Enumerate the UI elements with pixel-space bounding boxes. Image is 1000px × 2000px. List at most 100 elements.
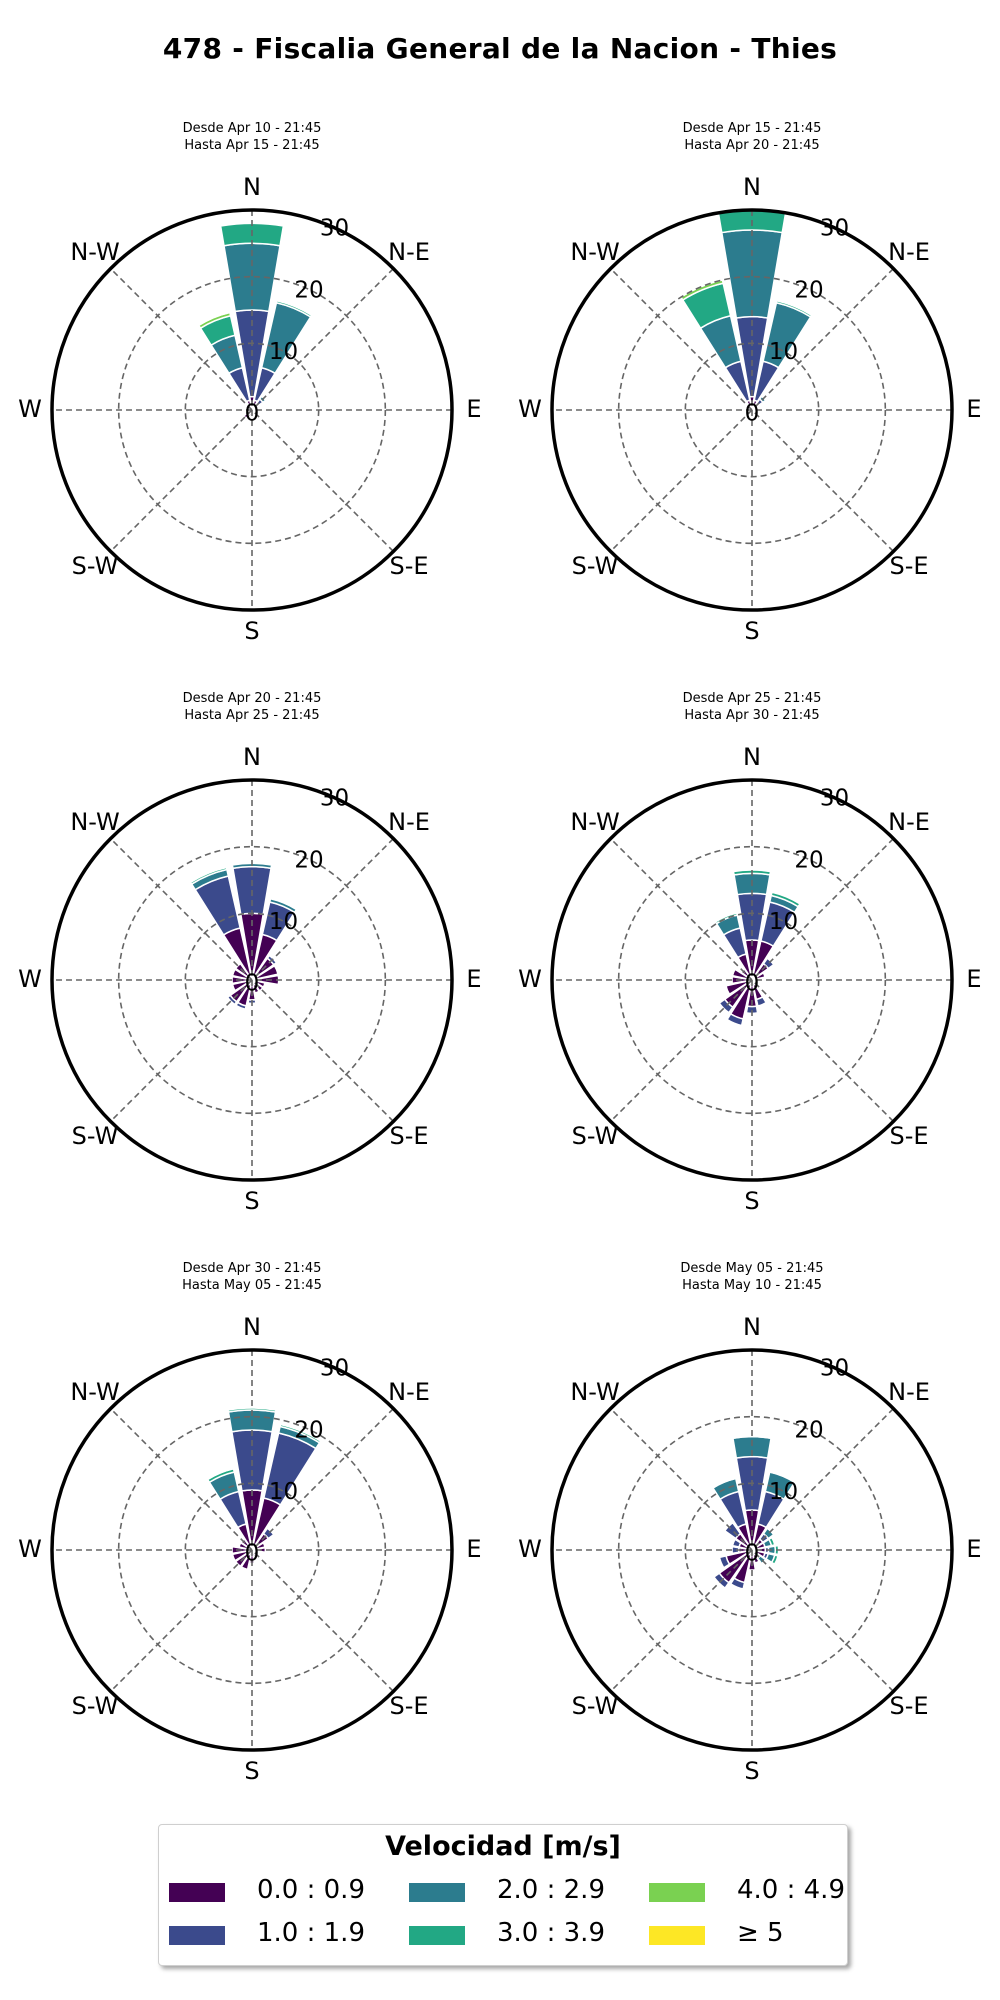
windrose-plot: 0 10 20 30 N N-E E S-E S S-W W N-W xyxy=(18,1313,481,1785)
direction-label: N-W xyxy=(570,808,619,836)
windrose-plot: 0 10 20 30 N N-E E S-E S S-W W N-W xyxy=(518,173,981,645)
direction-label: E xyxy=(466,965,481,993)
subtitle-line2: Hasta Apr 20 - 21:45 xyxy=(684,138,820,153)
wind-bar xyxy=(711,1476,737,1489)
direction-label: S-W xyxy=(72,1692,119,1720)
legend-label: 1.0 : 1.9 xyxy=(257,1918,365,1948)
radial-tick-label: 0 xyxy=(245,1541,260,1567)
windrose-plot: 0 10 20 30 N N-E E S-E S S-W W N-W xyxy=(18,743,481,1215)
outer-ring xyxy=(50,778,454,1182)
wind-bar xyxy=(731,1434,773,1440)
subtitle-line2: Hasta Apr 15 - 21:45 xyxy=(184,138,320,153)
direction-label: S-W xyxy=(72,552,119,580)
legend-swatch xyxy=(169,1926,225,1945)
direction-label: N-E xyxy=(888,808,930,836)
direction-label: N-E xyxy=(388,238,430,266)
radial-tick-label: 30 xyxy=(820,786,849,812)
page-title: 478 - Fiscalia General de la Nacion - Th… xyxy=(162,32,838,65)
legend-label: 3.0 : 3.9 xyxy=(497,1918,605,1948)
wind-bar xyxy=(189,866,228,886)
direction-label: S xyxy=(244,1187,259,1215)
radial-tick-label: 0 xyxy=(745,971,760,997)
wind-bar xyxy=(751,971,766,981)
wind-bar xyxy=(768,1469,797,1484)
radial-tick-label: 30 xyxy=(320,786,349,812)
grid-spoke xyxy=(110,268,394,552)
direction-label: N-E xyxy=(388,808,430,836)
subtitle-line1: Desde Apr 20 - 21:45 xyxy=(182,691,322,706)
legend-label: ≥ 5 xyxy=(737,1918,784,1948)
direction-label: W xyxy=(518,1535,542,1563)
bars xyxy=(197,222,313,420)
wind-bar xyxy=(262,1527,275,1540)
radial-tick-label: 20 xyxy=(794,1417,823,1443)
radial-tick-label: 20 xyxy=(294,277,323,303)
wind-bar xyxy=(762,957,775,970)
grid-spoke xyxy=(110,1408,394,1692)
wind-bar xyxy=(226,994,238,1006)
direction-label: E xyxy=(966,965,981,993)
direction-label: E xyxy=(466,395,481,423)
direction-label: W xyxy=(18,1535,42,1563)
bars xyxy=(714,869,801,1027)
direction-label: N xyxy=(743,743,761,771)
windrose-panel: Desde Apr 10 - 21:45 Hasta Apr 15 - 21:45… xyxy=(18,120,482,680)
grid xyxy=(52,780,452,1180)
legend-item: 2.0 : 2.9 xyxy=(409,1875,639,1907)
direction-label: W xyxy=(18,395,42,423)
subtitle-line1: Desde May 05 - 21:45 xyxy=(680,1261,824,1276)
wind-bar xyxy=(231,1549,253,1562)
legend-swatch xyxy=(409,1883,465,1902)
direction-label: S-W xyxy=(572,552,619,580)
direction-label: N-E xyxy=(888,238,930,266)
legend-label: 4.0 : 4.9 xyxy=(737,1875,845,1905)
grid-ring xyxy=(117,275,387,545)
radial-tick-label: 10 xyxy=(269,1479,298,1505)
legend-swatch xyxy=(649,1926,705,1945)
outer-ring xyxy=(550,1348,954,1752)
grid xyxy=(52,1350,452,1750)
direction-label: W xyxy=(518,395,542,423)
radial-tick-label: 30 xyxy=(320,1356,349,1382)
windrose-plot: 0 10 20 30 N N-E E S-E S S-W W N-W xyxy=(518,1313,981,1785)
radial-tick-label: 30 xyxy=(320,216,349,242)
radial-tick-label: 0 xyxy=(245,971,260,997)
panel-subtitle: Desde Apr 10 - 21:45 Hasta Apr 15 - 21:45 xyxy=(22,120,482,154)
windrose-panel: Desde Apr 20 - 21:45 Hasta Apr 25 - 21:45… xyxy=(18,690,482,1250)
direction-label: N-W xyxy=(570,1378,619,1406)
radial-tick-label: 10 xyxy=(769,339,798,365)
wind-bar xyxy=(775,299,813,318)
direction-label: S-W xyxy=(572,1692,619,1720)
outer-ring xyxy=(50,208,454,612)
bars xyxy=(679,209,813,417)
bars xyxy=(711,1434,797,1590)
direction-label: S xyxy=(744,1187,759,1215)
direction-label: S-E xyxy=(889,1122,928,1150)
panel-subtitle: Desde Apr 30 - 21:45 Hasta May 05 - 21:45 xyxy=(22,1260,482,1294)
direction-label: E xyxy=(966,1535,981,1563)
wind-bar xyxy=(770,891,801,908)
wind-bar xyxy=(275,299,313,318)
legend: Velocidad [m/s] 0.0 : 0.9 1.0 : 1.9 2.0 : … xyxy=(158,1824,848,1966)
direction-label: N-W xyxy=(570,238,619,266)
radial-tick-label: 20 xyxy=(294,847,323,873)
subtitle-line1: Desde Apr 25 - 21:45 xyxy=(682,691,822,706)
windrose-panel: Desde Apr 30 - 21:45 Hasta May 05 - 21:45… xyxy=(18,1260,482,1820)
subtitle-line1: Desde Apr 10 - 21:45 xyxy=(182,121,322,136)
radial-tick-label: 0 xyxy=(745,401,760,427)
direction-label: E xyxy=(466,1535,481,1563)
direction-label: S-E xyxy=(889,1692,928,1720)
grid-ring xyxy=(117,1415,387,1685)
grid-spoke xyxy=(610,1408,894,1692)
grid xyxy=(552,210,952,610)
wind-bar xyxy=(718,1555,731,1569)
bars xyxy=(205,1407,322,1571)
outer-ring xyxy=(550,208,954,612)
wind-bar xyxy=(729,1577,746,1590)
direction-label: N-W xyxy=(70,1378,119,1406)
legend-swatch xyxy=(409,1926,465,1945)
direction-label: N xyxy=(743,1313,761,1341)
direction-label: N-W xyxy=(70,238,119,266)
panel-subtitle: Desde Apr 25 - 21:45 Hasta Apr 30 - 21:45 xyxy=(522,690,982,724)
wind-bar xyxy=(234,1001,247,1011)
